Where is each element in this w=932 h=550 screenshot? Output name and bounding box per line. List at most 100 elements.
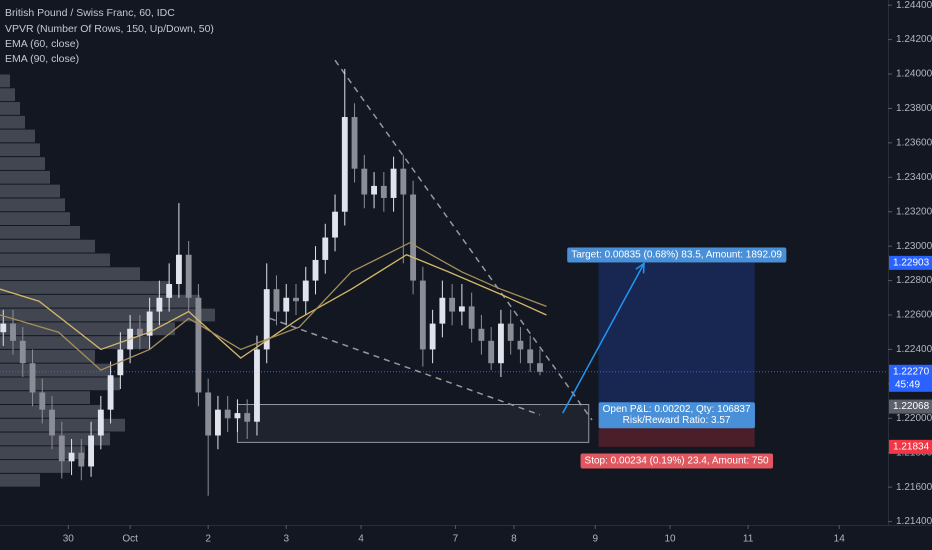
candle-body xyxy=(429,323,436,350)
legend-entry: EMA (90, close) xyxy=(5,53,79,65)
x-tick-label: 7 xyxy=(453,534,459,545)
candle-body xyxy=(302,280,309,302)
candle-body xyxy=(410,194,417,281)
stop-label: Stop: 0.00234 (0.19%) 23.4, Amount: 750 xyxy=(585,455,769,466)
candle-body xyxy=(58,435,65,462)
y-tick-label: 1.22000 xyxy=(896,413,932,424)
x-tick-label: 30 xyxy=(63,534,75,545)
candle-body xyxy=(293,297,299,302)
candle-body xyxy=(78,452,85,467)
y-tick-label: 1.21400 xyxy=(896,516,932,527)
volume-profile-bar xyxy=(0,473,40,487)
volume-profile-bar xyxy=(0,281,170,294)
volume-profile-bar xyxy=(0,212,70,225)
pnl-group: Open P&L: 0.00202, Qty: 106837Risk/Rewar… xyxy=(598,402,755,429)
candle-body xyxy=(19,340,26,364)
target-label-bg xyxy=(567,247,787,263)
candle-body xyxy=(283,297,290,312)
candle-body xyxy=(107,375,114,410)
candle-body xyxy=(468,306,475,329)
x-tick-label: 4 xyxy=(358,534,364,545)
x-tick-label: 3 xyxy=(283,534,289,545)
volume-profile-bar xyxy=(0,460,70,473)
target-label: Target: 0.00835 (0.68%) 83.5, Amount: 18… xyxy=(571,249,782,260)
candle-body xyxy=(166,284,173,298)
candle-body xyxy=(380,185,387,198)
candle-body xyxy=(488,340,495,364)
candle-body xyxy=(332,211,338,238)
candle-body xyxy=(537,363,543,372)
candle-body xyxy=(478,328,485,341)
ema-line xyxy=(0,241,547,371)
y-tick-label: 1.22400 xyxy=(896,344,932,355)
candle-body xyxy=(527,349,534,364)
x-tick-label: 2 xyxy=(205,534,211,545)
candle-body xyxy=(458,306,465,312)
candle-body xyxy=(419,280,426,350)
x-tick-label: 10 xyxy=(665,534,677,545)
y-tick-label: 1.22800 xyxy=(896,275,932,286)
volume-profile-bar xyxy=(0,143,40,157)
y-tick-label: 1.24200 xyxy=(896,34,932,45)
y-tick-label: 1.24400 xyxy=(896,0,932,11)
arrow-head xyxy=(635,261,645,274)
candle-body xyxy=(97,409,104,436)
candle-body xyxy=(244,413,251,422)
candle-body xyxy=(390,168,397,198)
y-tick-label: 1.23200 xyxy=(896,206,932,217)
candle-body xyxy=(400,168,407,195)
arrow-line xyxy=(562,263,645,414)
last-price-tag: 1.22270 xyxy=(893,366,930,377)
candle-body xyxy=(39,392,46,410)
volume-profile-bar xyxy=(0,253,110,267)
volume-profile-bar xyxy=(0,363,110,377)
candle-body xyxy=(497,323,504,364)
y-tick-label: 1.22600 xyxy=(896,310,932,321)
y-tick-label: 1.23600 xyxy=(896,138,932,149)
indicator-label: VPVR (Number Of Rows, 150, Up/Down, 50) xyxy=(5,23,214,35)
pnl-bg xyxy=(598,402,755,429)
volume-profile-bar xyxy=(0,267,140,281)
candle-body xyxy=(88,435,95,467)
volume-profile-bar xyxy=(0,170,50,184)
y-tick-label: 1.23400 xyxy=(896,172,932,183)
x-tick-label: 8 xyxy=(511,534,517,545)
volume-profile-bar xyxy=(0,157,45,170)
candle-body xyxy=(146,311,153,336)
candle-body xyxy=(136,328,143,336)
volume-profile-bar xyxy=(0,308,215,322)
volume-profile-bar xyxy=(0,418,125,432)
x-tick-label: 14 xyxy=(834,534,846,545)
trend-line xyxy=(269,317,541,416)
candle-body xyxy=(175,254,182,285)
legend-entry: EMA (60, close) xyxy=(5,38,79,50)
stop-label-group: Stop: 0.00234 (0.19%) 23.4, Amount: 750 xyxy=(580,453,774,469)
candle-body xyxy=(185,254,192,298)
volume-profile-bar xyxy=(0,115,25,129)
volume-profile-bar xyxy=(0,239,95,253)
y-tick-label: 1.23800 xyxy=(896,103,932,114)
candle-body xyxy=(234,413,241,419)
volume-profile-bar xyxy=(0,377,120,391)
volume-profile-bar xyxy=(0,88,15,102)
candle-body xyxy=(322,237,329,260)
x-tick-label: Oct xyxy=(122,534,138,545)
x-tick-label: 9 xyxy=(592,534,598,545)
volume-profile-bar xyxy=(0,74,10,88)
volume-profile-bar xyxy=(0,225,80,239)
range-box xyxy=(236,404,590,443)
candle-body xyxy=(517,340,524,350)
pnl-label: Open P&L: 0.00202, Qty: 106837 xyxy=(603,404,751,415)
volume-profile-bar xyxy=(0,129,35,143)
candle-body xyxy=(49,409,55,436)
candle-body xyxy=(371,185,377,195)
candle-body xyxy=(215,409,221,436)
y-tick-label: 1.21600 xyxy=(896,482,932,493)
candle-body xyxy=(449,297,456,312)
stop-label-bg xyxy=(580,453,774,469)
stop-price-tag-bg xyxy=(889,439,932,454)
entry-price-tag: 1.22068 xyxy=(893,401,930,412)
candle-body xyxy=(29,363,36,393)
